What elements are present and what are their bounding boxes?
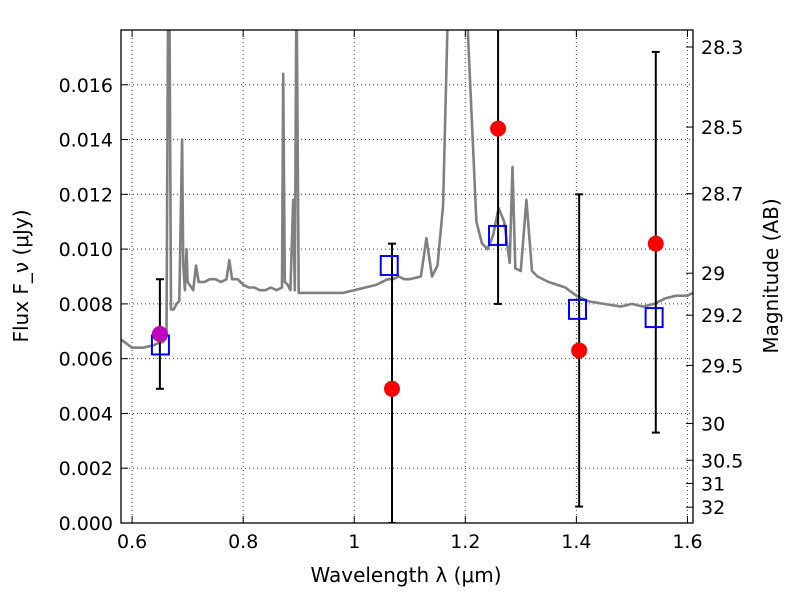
x-tick-label: 1.4 bbox=[561, 531, 591, 553]
marker-layer bbox=[150, 120, 664, 397]
y2-tick-label: 30.5 bbox=[701, 450, 743, 472]
model-point bbox=[644, 307, 664, 329]
y-axis-label: Flux F_ν (μJy) bbox=[9, 209, 33, 342]
y-tick-label: 0.000 bbox=[59, 513, 113, 535]
y-tick-label: 0.002 bbox=[59, 458, 113, 480]
observed-point bbox=[647, 235, 664, 252]
model-point bbox=[379, 255, 399, 277]
x-tick-label: 1 bbox=[348, 531, 360, 553]
y-tick-label: 0.016 bbox=[59, 75, 113, 97]
x-axis: 0.6 0.8 1 1.2 1.4 1.6 bbox=[117, 30, 703, 553]
y2-tick-label: 28.7 bbox=[701, 184, 743, 206]
y2-tick-label: 31 bbox=[701, 473, 725, 495]
plot-frame bbox=[120, 29, 694, 524]
y-axis-left: 0.000 0.002 0.004 0.006 0.008 0.010 0.012 0.014… bbox=[59, 75, 128, 535]
x-tick-label: 0.8 bbox=[228, 531, 258, 553]
x-tick-label: 0.6 bbox=[117, 531, 147, 553]
observed-point bbox=[151, 326, 168, 343]
y-tick-label: 0.014 bbox=[59, 130, 113, 152]
y-tick-label: 0.008 bbox=[59, 294, 113, 316]
plot-area bbox=[121, 30, 693, 523]
y2-tick-label: 29 bbox=[701, 263, 725, 285]
y2-tick-label: 28.3 bbox=[701, 37, 743, 59]
y2-tick-label: 30 bbox=[701, 414, 725, 436]
model-point bbox=[567, 298, 587, 320]
x-axis-label: Wavelength λ (μm) bbox=[310, 563, 501, 587]
observed-point bbox=[490, 120, 507, 137]
observed-point bbox=[384, 380, 401, 397]
x-tick-label: 1.6 bbox=[672, 531, 702, 553]
x-tick-label: 1.2 bbox=[450, 531, 480, 553]
y-tick-label: 0.012 bbox=[59, 184, 113, 206]
spectrum-line bbox=[121, 30, 693, 350]
y2-axis-label: Magnitude (AB) bbox=[759, 198, 783, 353]
observed-point bbox=[571, 342, 588, 359]
y2-tick-label: 32 bbox=[701, 497, 725, 519]
y2-tick-label: 29.2 bbox=[701, 305, 743, 327]
model-point bbox=[488, 224, 508, 246]
spectrum-layer bbox=[121, 30, 693, 350]
y-tick-label: 0.004 bbox=[59, 403, 113, 425]
y-tick-label: 0.010 bbox=[59, 239, 113, 261]
y2-tick-label: 29.5 bbox=[701, 355, 743, 377]
y-tick-label: 0.006 bbox=[59, 349, 113, 371]
y2-tick-label: 28.5 bbox=[701, 117, 743, 139]
